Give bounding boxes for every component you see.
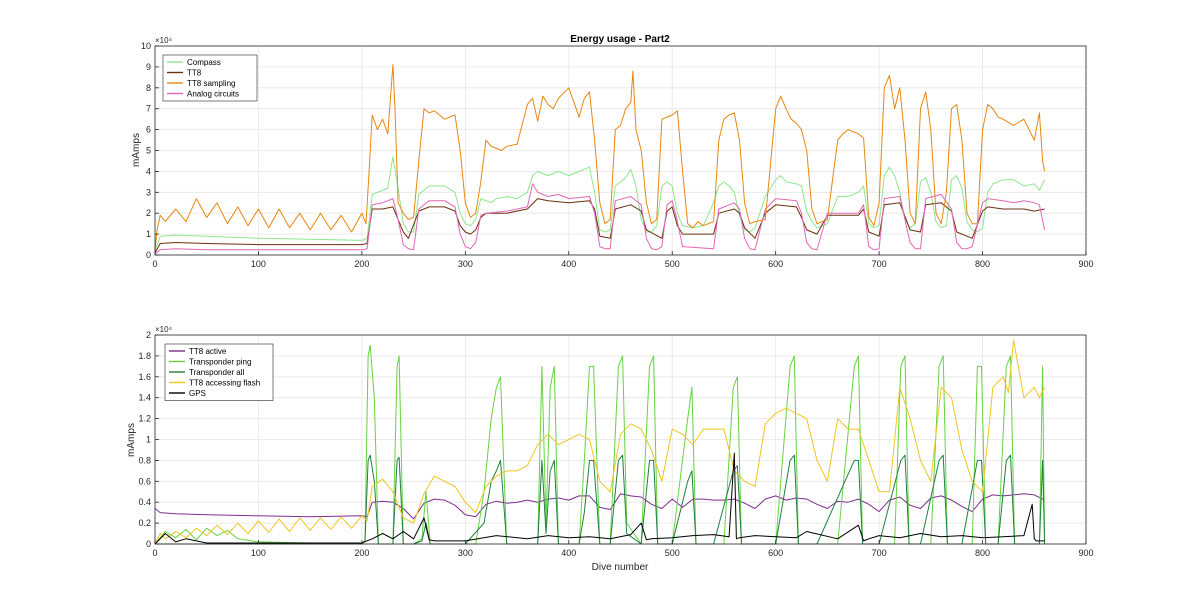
y-tick-label: 9 [146, 62, 151, 72]
y-tick-label: 5 [146, 146, 151, 156]
chart-title: Energy usage - Part2 [570, 34, 670, 45]
series-line [154, 493, 1045, 520]
series-line [154, 339, 1046, 545]
legend-label: GPS [189, 389, 206, 398]
legend-label: Analog circuits [187, 90, 239, 99]
y-tick-label: 1.8 [138, 351, 151, 361]
x-tick-label: 400 [561, 548, 576, 558]
x-tick-label: 300 [458, 548, 473, 558]
x-tick-label: 100 [251, 259, 266, 269]
y-tick-label: 0.8 [138, 455, 151, 465]
y-tick-label: 8 [146, 83, 151, 93]
y-tick-label: 0 [146, 250, 151, 260]
series-line [154, 156, 1046, 251]
series-line [155, 454, 1046, 545]
y-tick-label: 1.2 [138, 414, 151, 424]
x-tick-label: 800 [975, 259, 990, 269]
y-tick-label: 3 [146, 187, 151, 197]
legend-label: TT8 [187, 69, 202, 78]
legend-label: Transponder all [189, 368, 245, 377]
x-tick-label: 500 [665, 548, 680, 558]
x-tick-label: 500 [665, 259, 680, 269]
y-tick-label: 7 [146, 104, 151, 114]
y-tick-label: 1.4 [138, 393, 151, 403]
x-tick-label: 0 [152, 548, 157, 558]
y-axis-label: mAmps [126, 423, 137, 457]
y-tick-label: 6 [146, 125, 151, 135]
x-tick-label: 600 [768, 259, 783, 269]
series-line [154, 183, 1046, 255]
legend-label: TT8 accessing flash [189, 379, 260, 388]
x-axis-label: Dive number [592, 562, 649, 573]
y-tick-label: 0.4 [138, 497, 151, 507]
x-tick-label: 300 [458, 259, 473, 269]
x-tick-label: 400 [561, 259, 576, 269]
x-tick-label: 700 [872, 548, 887, 558]
y-tick-label: 4 [146, 166, 151, 176]
y-tick-label: 1 [146, 229, 151, 239]
y-exponent-label: ×10⁴ [155, 36, 173, 45]
series-line [154, 64, 1046, 251]
y-tick-label: 0.2 [138, 518, 151, 528]
y-tick-label: 10 [141, 41, 151, 51]
x-tick-label: 700 [872, 259, 887, 269]
x-tick-label: 200 [354, 259, 369, 269]
x-tick-label: 600 [768, 548, 783, 558]
x-tick-label: 200 [354, 548, 369, 558]
y-tick-label: 2 [146, 208, 151, 218]
x-tick-label: 900 [1078, 548, 1093, 558]
y-exponent-label: ×10⁴ [155, 325, 173, 334]
legend-label: TT8 active [189, 347, 227, 356]
top-chart-panel: Energy usage - Part2 ×10⁴ mAmps 0 100 200 3… [131, 34, 1094, 269]
x-tick-label: 0 [152, 259, 157, 269]
x-tick-label: 800 [975, 548, 990, 558]
series-line [154, 345, 1046, 545]
y-tick-label: 0.6 [138, 476, 151, 486]
legend-label: TT8 sampling [187, 79, 235, 88]
x-tick-label: 100 [251, 548, 266, 558]
x-tick-label: 900 [1078, 259, 1093, 269]
bottom-chart-panel: ×10⁴ mAmps Dive number 0 100 200 300 400 500 6… [126, 325, 1094, 573]
y-tick-label: 1 [146, 435, 151, 445]
series-line [154, 452, 1045, 545]
legend-label: Compass [187, 58, 221, 67]
y-axis-label: mAmps [131, 133, 142, 167]
legend-label: Transponder ping [189, 358, 251, 367]
y-tick-label: 2 [146, 330, 151, 340]
y-tick-label: 1.6 [138, 372, 151, 382]
y-tick-label: 0 [146, 539, 151, 549]
